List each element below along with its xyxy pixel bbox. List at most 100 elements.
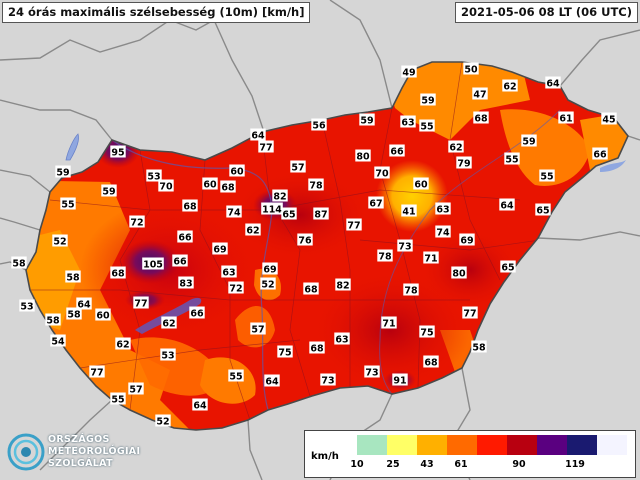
- station-value-box: [110, 266, 126, 279]
- station-value-box: [309, 341, 325, 354]
- station-value-box: [311, 118, 327, 131]
- legend-tick-label: 90: [512, 459, 526, 470]
- station-value: 52: [155, 414, 171, 428]
- legend-swatch: [447, 435, 478, 455]
- legend-swatch: [597, 435, 627, 455]
- station-value-box: [381, 316, 397, 329]
- station-value: 75: [419, 325, 435, 339]
- station-value-text: 59: [360, 116, 373, 127]
- station-value-box: [19, 299, 35, 312]
- station-value-text: 68: [183, 202, 197, 213]
- station-value-box: [504, 152, 520, 165]
- legend-swatch: [357, 435, 388, 455]
- station-value-box: [435, 225, 451, 238]
- station-value-box: [76, 297, 92, 310]
- station-value: 78: [403, 283, 419, 297]
- station-value-box: [448, 140, 464, 153]
- station-value: 57: [250, 322, 266, 336]
- station-value: 62: [502, 79, 518, 93]
- legend-tick-label: 25: [386, 459, 400, 470]
- map-title: 24 órás maximális szélsebesség (10m) [km…: [2, 2, 311, 23]
- station-value-text: 63: [222, 268, 235, 279]
- station-value: 77: [133, 296, 149, 310]
- station-value: 79: [456, 156, 472, 170]
- station-value-text: 68: [474, 114, 488, 125]
- station-value-text: 82: [273, 192, 286, 203]
- station-value: 63: [334, 332, 350, 346]
- station-value-text: 59: [421, 96, 434, 107]
- station-value-text: 52: [261, 280, 274, 291]
- station-value: 80: [451, 266, 467, 280]
- station-value-box: [364, 365, 380, 378]
- station-value-text: 53: [161, 351, 174, 362]
- station-value: 63: [221, 265, 237, 279]
- station-value-box: [262, 262, 278, 275]
- station-value-box: [50, 334, 66, 347]
- station-value: 68: [303, 282, 319, 296]
- station-value-box: [499, 198, 515, 211]
- station-value-box: [182, 199, 198, 212]
- station-value-text: 58: [46, 316, 60, 327]
- station-value-box: [281, 207, 297, 220]
- station-value-text: 55: [61, 200, 74, 211]
- station-value: 66: [592, 147, 608, 161]
- legend-swatch: [417, 435, 448, 455]
- station-value-text: 68: [310, 344, 324, 355]
- station-value-box: [110, 392, 126, 405]
- station-value-box: [129, 215, 145, 228]
- station-value: 53: [19, 299, 35, 313]
- station-value-text: 41: [402, 207, 415, 218]
- station-value: 66: [189, 306, 205, 320]
- station-value-box: [155, 414, 171, 427]
- station-value: 70: [158, 179, 174, 193]
- station-value-box: [320, 373, 336, 386]
- station-value: 68: [110, 266, 126, 280]
- station-value-box: [160, 348, 176, 361]
- station-value-text: 76: [298, 236, 312, 247]
- station-value: 60: [202, 177, 218, 191]
- station-value: 68: [473, 111, 489, 125]
- station-value-box: [423, 355, 439, 368]
- station-value-box: [115, 337, 131, 350]
- station-value: 64: [192, 398, 208, 412]
- station-value-box: [220, 180, 236, 193]
- station-value-text: 70: [159, 182, 173, 193]
- station-value-box: [456, 156, 472, 169]
- station-value-box: [202, 177, 218, 190]
- station-value-text: 80: [452, 269, 466, 280]
- station-value: 78: [377, 249, 393, 263]
- station-value-text: 75: [420, 328, 433, 339]
- station-value-box: [389, 144, 405, 157]
- station-value: 59: [55, 165, 71, 179]
- station-value: 105: [142, 257, 164, 271]
- station-value: 74: [226, 205, 242, 219]
- station-value-box: [297, 233, 313, 246]
- station-value-box: [558, 111, 574, 124]
- station-value: 60: [95, 308, 111, 322]
- station-value-text: 77: [347, 221, 360, 232]
- station-value: 68: [220, 180, 236, 194]
- station-value: 52: [52, 234, 68, 248]
- station-value-box: [52, 234, 68, 247]
- station-value-box: [277, 345, 293, 358]
- station-value-box: [359, 113, 375, 126]
- station-value: 70: [374, 166, 390, 180]
- station-value-text: 66: [178, 233, 192, 244]
- station-value: 73: [364, 365, 380, 379]
- station-value-text: 64: [193, 401, 207, 412]
- logo-line-1: ORSZÁGOS: [48, 434, 110, 445]
- station-value: 68: [309, 341, 325, 355]
- station-value-box: [158, 179, 174, 192]
- station-value: 58: [471, 340, 487, 354]
- station-value-box: [95, 308, 111, 321]
- station-value-box: [355, 149, 371, 162]
- station-value: 69: [262, 262, 278, 276]
- station-value-text: 65: [282, 210, 295, 221]
- station-value-box: [101, 184, 117, 197]
- station-value-text: 83: [179, 279, 192, 290]
- station-value-text: 77: [90, 368, 103, 379]
- station-value-box: [592, 147, 608, 160]
- station-value-text: 59: [102, 187, 115, 198]
- legend-tick-label: 43: [420, 459, 434, 470]
